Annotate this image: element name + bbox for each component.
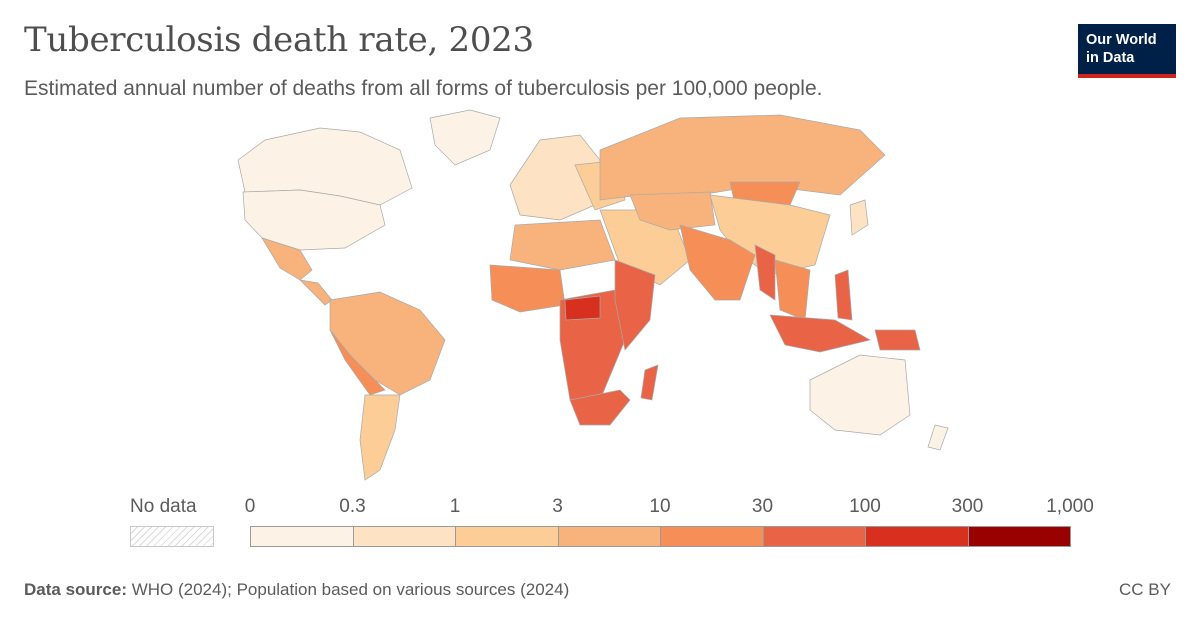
chart-title: Tuberculosis death rate, 2023 [24,20,534,60]
region-south-america[interactable] [329,291,446,396]
data-source: Data source: WHO (2024); Population base… [24,580,569,600]
legend-bin-3[interactable] [557,526,661,547]
region-central-america[interactable] [298,279,333,306]
logo-accent-bar [1078,74,1176,78]
legend-tick-label: 30 [751,496,774,517]
legend-bin-0[interactable] [250,526,354,547]
legend-tick-label: 100 [849,496,881,517]
region-indonesia[interactable] [769,314,871,353]
data-source-text: WHO (2024); Population based on various … [131,580,570,599]
region-southern-cone[interactable] [359,394,401,481]
region-southeast-asia[interactable] [774,259,811,321]
legend-bin-1[interactable] [352,526,456,547]
legend-bin-5[interactable] [762,526,866,547]
owid-logo[interactable]: Our World in Data [1078,24,1176,78]
world-map [237,109,949,481]
legend-tick-label: 0.3 [339,496,366,517]
region-australia[interactable] [809,354,911,436]
logo-line-1: Our World [1086,32,1157,48]
data-source-label: Data source: [24,580,127,599]
legend-no-data-label: No data [130,496,197,517]
region-east-africa[interactable] [614,259,656,351]
region-central-african-republic[interactable] [564,295,601,321]
legend-bin-4[interactable] [660,526,764,547]
legend-tick-label: 10 [649,496,671,517]
chart-subtitle: Estimated annual number of deaths from a… [24,77,823,100]
region-central-asia[interactable] [629,191,716,231]
legend-no-data-swatch [130,526,214,547]
logo-line-2: in Data [1086,50,1135,66]
region-greenland[interactable] [429,109,501,166]
region-united-states[interactable] [242,189,386,251]
legend-tick-label: 3 [552,496,563,517]
region-southern-africa[interactable] [569,389,631,426]
legend-bin-7[interactable] [967,526,1071,547]
region-new-zealand[interactable] [927,424,949,451]
region-myanmar[interactable] [754,244,776,301]
region-north-africa[interactable] [509,219,616,271]
region-russia[interactable] [599,114,886,201]
legend-color-scale [250,526,1071,547]
legend-tick-label: 1,000 [1046,496,1094,517]
region-west-africa[interactable] [489,264,566,313]
license-link[interactable]: CC BY [1119,580,1171,599]
legend-bin-2[interactable] [455,526,559,547]
region-philippines[interactable] [834,269,853,321]
region-mexico[interactable] [261,237,313,281]
region-peru-bolivia[interactable] [329,329,386,396]
region-papua-new-guinea[interactable] [874,329,921,351]
region-south-asia[interactable] [679,224,756,301]
region-japan[interactable] [849,199,869,236]
region-madagascar[interactable] [640,364,659,401]
legend-tick-label: 300 [951,496,984,517]
legend-tick-label: 1 [449,496,461,517]
legend-tick-label: 0 [244,496,256,517]
legend-bin-6[interactable] [865,526,969,547]
